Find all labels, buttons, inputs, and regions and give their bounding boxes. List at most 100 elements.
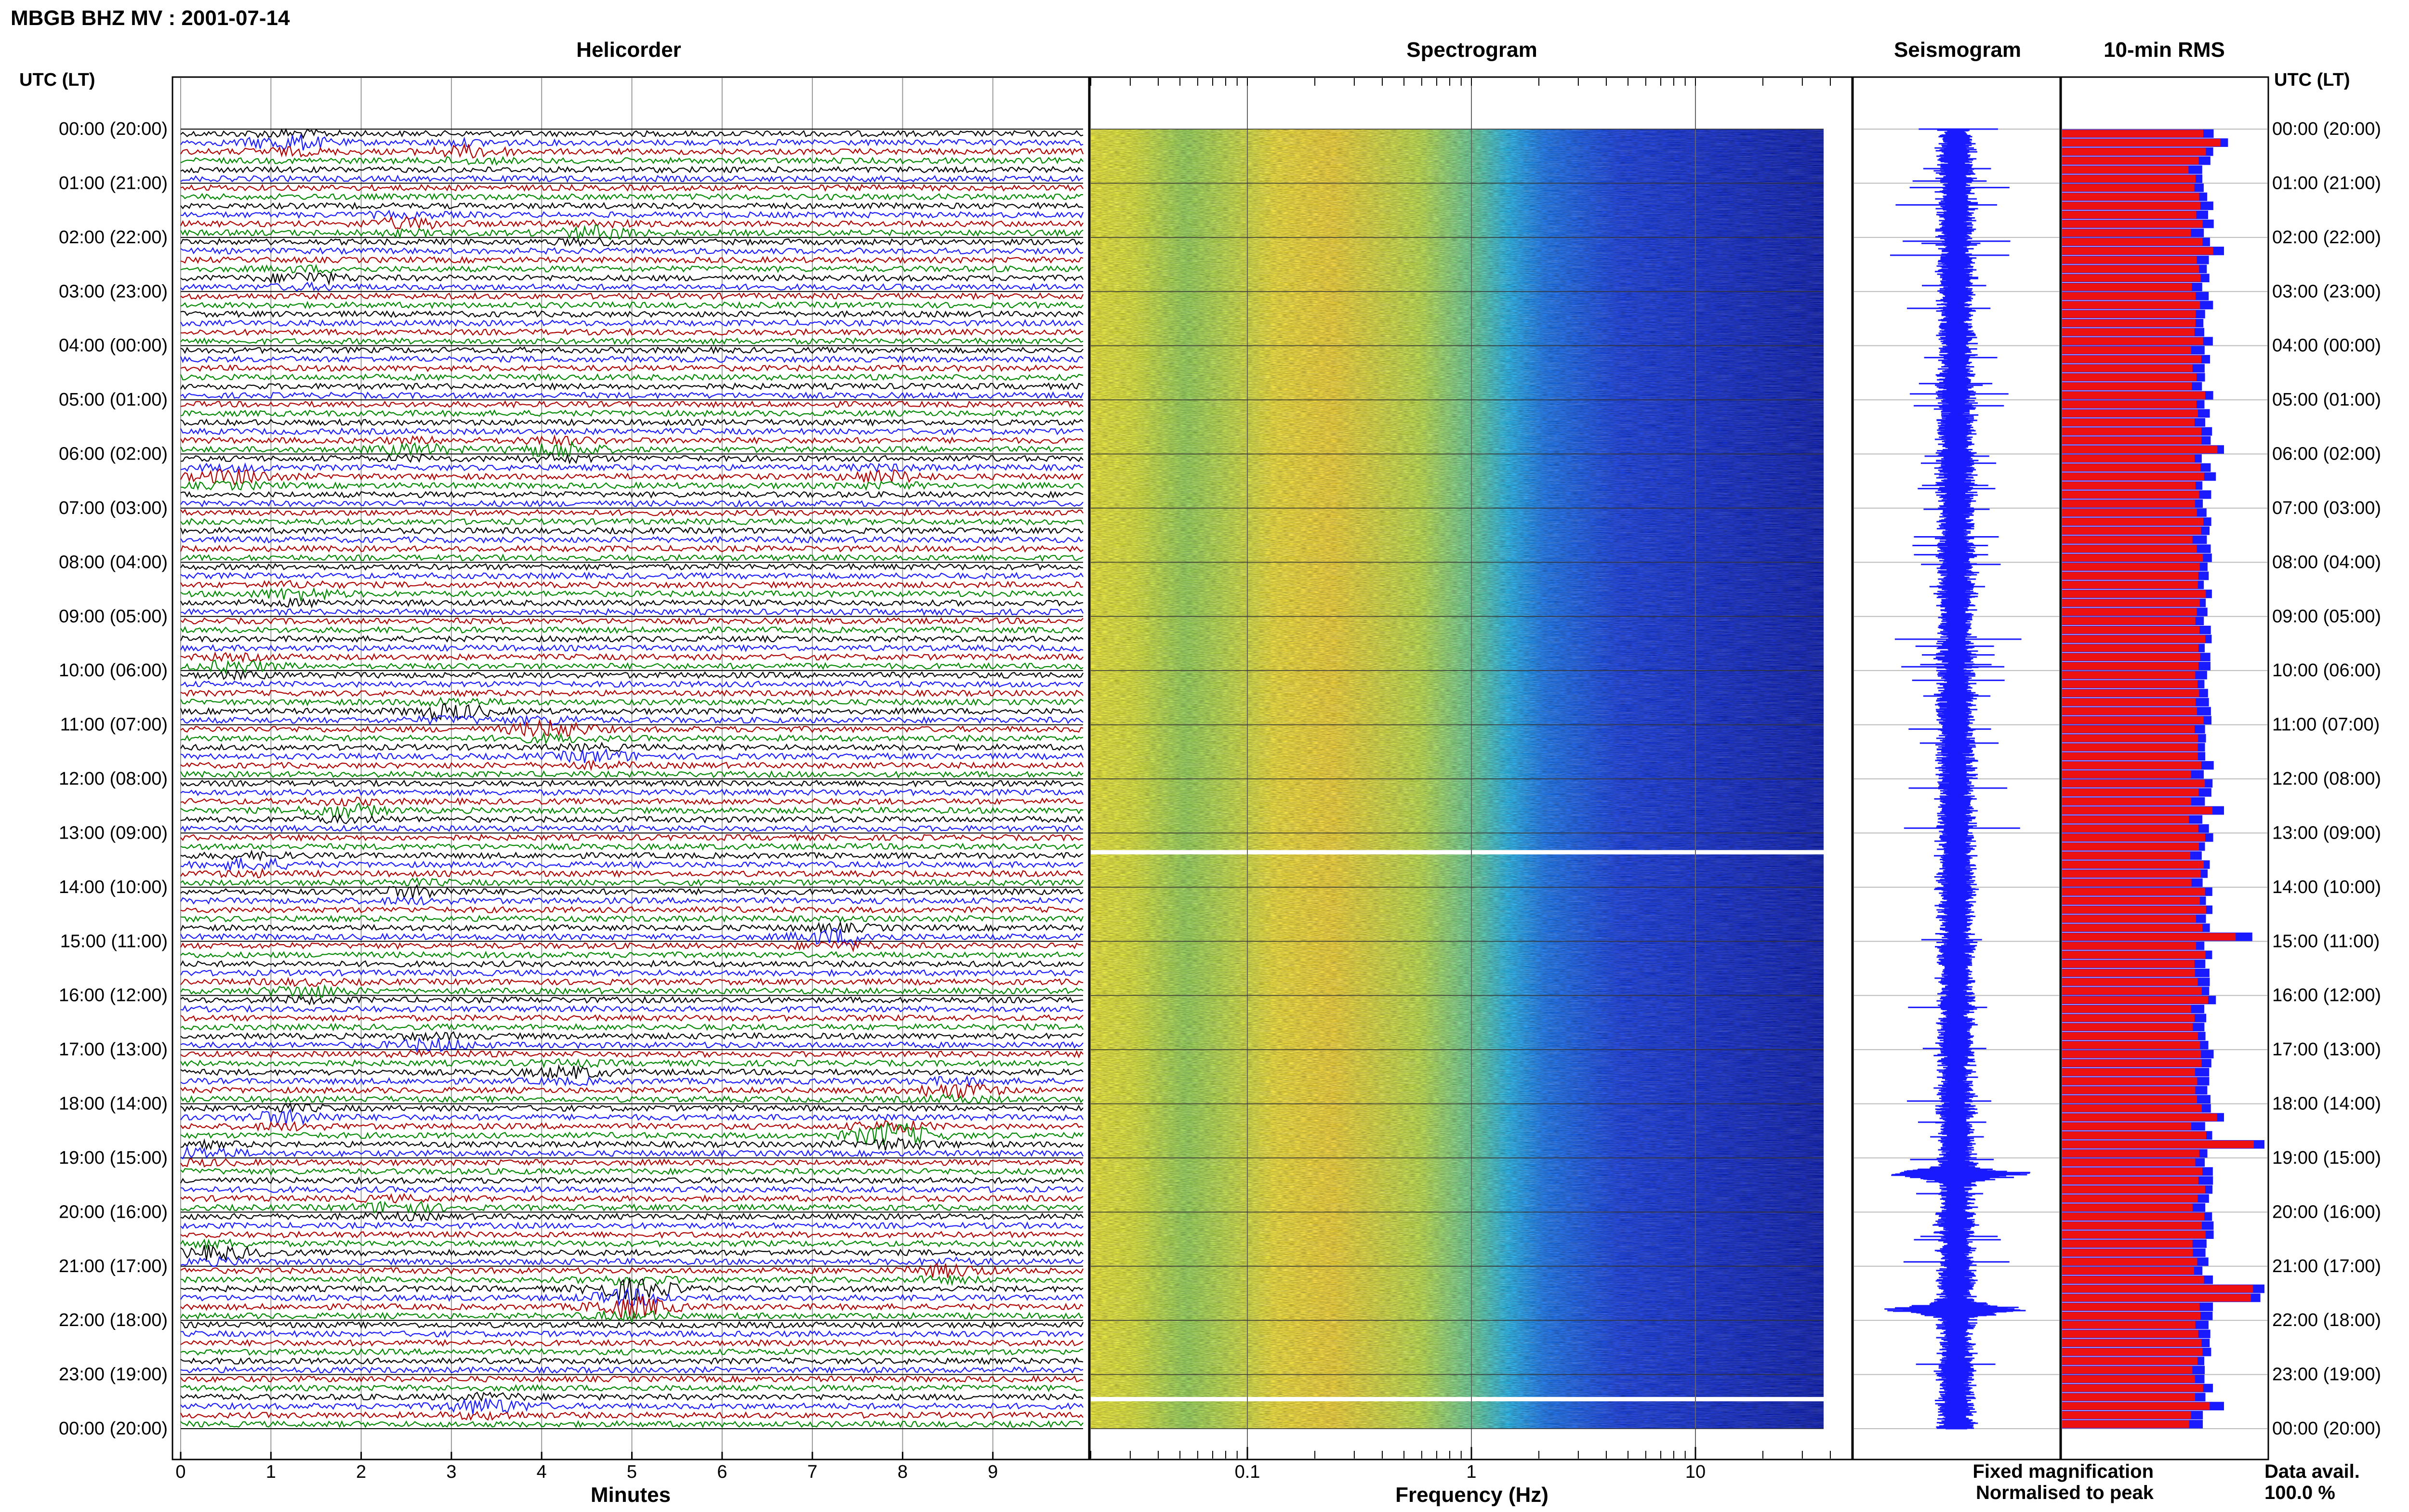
rms-bar-normalised: [2062, 184, 2195, 192]
time-label-left: 06:00 (02:00): [59, 444, 168, 464]
rms-bar-normalised: [2062, 473, 2204, 481]
rms-bar-normalised: [2062, 1222, 2202, 1230]
helicorder-trace: [180, 156, 1084, 166]
time-label-left: 05:00 (01:00): [59, 390, 168, 410]
rms-bar-normalised: [2062, 274, 2201, 282]
rms-bar-normalised: [2062, 942, 2197, 950]
rms-bar-normalised: [2062, 1113, 2217, 1121]
helicorder-trace: [180, 499, 1084, 508]
rms-bar-normalised: [2062, 770, 2191, 778]
helicorder-trace: [180, 748, 1084, 763]
rms-bar-normalised: [2062, 815, 2189, 824]
helicorder-trace: [180, 1121, 1084, 1146]
helicorder-trace: [180, 462, 1084, 473]
time-label-right: 08:00 (04:00): [2272, 552, 2381, 572]
legend-normalised-to-peak: Normalised to peak: [1976, 1482, 2154, 1503]
helicorder-x-tick-label: 4: [537, 1462, 547, 1482]
helicorder-trace: [180, 553, 1084, 562]
helicorder-trace: [180, 418, 1084, 427]
rms-bar-normalised: [2062, 229, 2191, 237]
helicorder-trace: [180, 1348, 1084, 1356]
rms-bar-normalised: [2062, 256, 2197, 264]
rms-bar-normalised: [2062, 175, 2196, 183]
helicorder-trace: [180, 1238, 1084, 1250]
helicorder-traces: [180, 128, 1084, 1429]
rms-bar-normalised: [2062, 427, 2202, 435]
helicorder-trace: [180, 659, 1084, 675]
helicorder-trace: [180, 373, 1084, 381]
helicorder-trace: [180, 779, 1084, 788]
helicorder-trace: [180, 1058, 1084, 1068]
helicorder-trace: [180, 281, 1084, 292]
rms-bar-normalised: [2062, 897, 2200, 905]
station-title: MBGB BHZ MV : 2001-07-14: [11, 6, 290, 30]
rms-bar-normalised: [2062, 409, 2198, 418]
helicorder-trace: [180, 536, 1084, 544]
time-label-right: 04:00 (00:00): [2272, 336, 2381, 356]
spectrogram-gap: [1091, 1397, 1824, 1402]
rms-bar-normalised: [2062, 139, 2221, 146]
rms-bar-normalised: [2062, 572, 2198, 580]
helicorder-trace: [180, 391, 1084, 400]
rms-bar-normalised: [2062, 337, 2203, 345]
time-label-right: 11:00 (07:00): [2272, 715, 2380, 735]
helicorder-trace: [180, 697, 1084, 707]
time-axis-right: 00:00 (20:00) 01:00 (21:00) 02:00 (22:00) 0…: [2272, 119, 2381, 1439]
rms-bar-normalised: [2062, 734, 2198, 742]
helicorder-trace: [180, 939, 1084, 953]
rms-bar-normalised: [2062, 1267, 2194, 1275]
time-label-right: 01:00 (21:00): [2272, 173, 2381, 193]
rms-bar-normalised: [2062, 202, 2200, 210]
rms-bar-normalised: [2062, 455, 2195, 462]
rms-bar-normalised: [2062, 789, 2199, 796]
helicorder-trace: [180, 906, 1084, 914]
rms-bar-normalised: [2062, 599, 2200, 607]
helicorder-trace: [180, 849, 1084, 862]
time-label-left: 12:00 (08:00): [59, 769, 168, 789]
rms-bar-normalised: [2062, 653, 2200, 661]
rms-bar-normalised: [2062, 1312, 2201, 1320]
helicorder-trace: [180, 1287, 1084, 1307]
helicorder-trace: [180, 1102, 1084, 1113]
rms-bar-normalised: [2062, 1158, 2196, 1167]
helicorder-trace: [180, 468, 1084, 486]
rms-bar-normalised: [2062, 1384, 2203, 1392]
helicorder-trace: [180, 1200, 1084, 1214]
helicorder-trace: [180, 134, 1084, 152]
time-label-right: 00:00 (20:00): [2272, 1419, 2381, 1439]
rms-bar-normalised: [2062, 1185, 2205, 1194]
helicorder-x-tick-label: 2: [356, 1462, 366, 1482]
rms-bar-normalised: [2062, 869, 2201, 878]
time-label-left: 08:00 (04:00): [59, 552, 168, 572]
helicorder-trace: [180, 895, 1084, 906]
rms-bar-normalised: [2062, 247, 2213, 255]
rms-bar-normalised: [2062, 951, 2206, 959]
rms-bar-normalised: [2062, 238, 2203, 246]
helicorder-trace: [180, 1275, 1084, 1287]
rms-bar-normalised: [2062, 779, 2205, 788]
helicorder-trace: [180, 617, 1084, 625]
rms-bar-normalised: [2062, 545, 2197, 553]
helicorder-trace: [180, 718, 1084, 737]
helicorder-trace: [180, 689, 1084, 697]
rms-bar-normalised: [2062, 319, 2196, 327]
helicorder-trace: [180, 1137, 1084, 1151]
rms-bars: [2062, 129, 2264, 1429]
helicorder-trace: [180, 143, 1084, 159]
helicorder-x-tick-label: 5: [627, 1462, 637, 1482]
time-label-right: 21:00 (17:00): [2272, 1256, 2381, 1276]
rms-bar-normalised: [2062, 888, 2205, 896]
rms-bar-normalised: [2062, 1131, 2206, 1139]
rms-bar-normalised: [2062, 662, 2199, 670]
rms-bar-normalised: [2062, 563, 2200, 571]
rms-bar-normalised: [2062, 364, 2193, 372]
time-label-left: 02:00 (22:00): [59, 227, 168, 248]
data-availability-label: Data avail.: [2264, 1461, 2360, 1482]
helicorder-trace: [180, 670, 1084, 681]
rms-bar-normalised: [2062, 1303, 2200, 1311]
helicorder-trace: [180, 833, 1084, 842]
time-label-right: 09:00 (05:00): [2272, 606, 2381, 627]
time-label-right: 22:00 (18:00): [2272, 1310, 2381, 1330]
rms-bar-normalised: [2062, 590, 2206, 598]
helicorder-trace: [180, 1296, 1084, 1320]
